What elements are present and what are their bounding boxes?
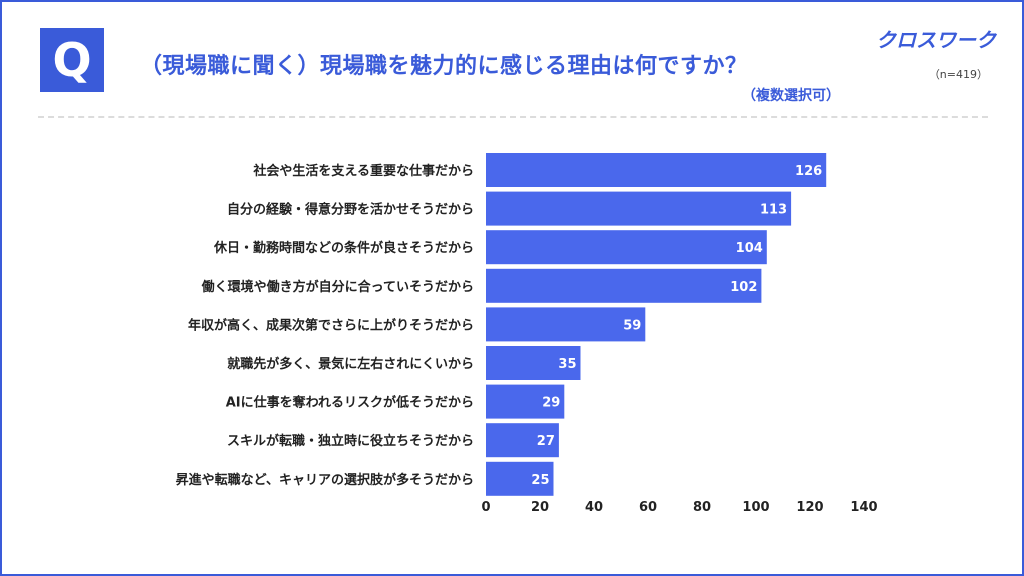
question-badge: Q	[40, 28, 104, 92]
bar	[486, 307, 646, 342]
brand-logo: クロスワーク	[876, 28, 996, 52]
bar	[486, 230, 767, 265]
chart-title: （現場職に聞く）現場職を魅力的に感じる理由は何ですか？	[140, 54, 748, 79]
bar	[486, 153, 827, 187]
category-label: 休日・勤務時間などの条件が良さそうだから	[213, 240, 474, 256]
category-label: 社会や生活を支える重要な仕事だから	[252, 163, 474, 179]
bar-value-label: 59	[623, 318, 641, 333]
chart-subtitle: （複数選択可）	[742, 88, 840, 104]
bar-value-label: 102	[730, 280, 757, 295]
sample-size: （n=419）	[928, 68, 988, 81]
category-label: 自分の経験・得意分野を活かせそうだから	[227, 202, 474, 218]
category-label: 年収が高く、成果次第でさらに上がりそうだから	[188, 317, 474, 333]
bar	[486, 461, 554, 496]
bar-value-label: 29	[542, 396, 560, 411]
bar-value-label: 104	[736, 241, 763, 256]
x-tick-label: 40	[585, 500, 603, 515]
bar	[486, 423, 559, 458]
bar	[486, 384, 565, 419]
bar-value-label: 113	[760, 203, 787, 218]
category-label: 働く環境や働き方が自分に合っていそうだから	[201, 279, 474, 295]
bar	[486, 346, 581, 380]
x-tick-label: 140	[850, 500, 877, 515]
divider-line	[38, 116, 988, 118]
x-tick-label: 0	[481, 500, 490, 515]
bar	[486, 268, 762, 303]
x-tick-label: 60	[639, 500, 657, 515]
x-tick-label: 20	[531, 500, 549, 515]
category-label: 昇進や転職など、キャリアの選択肢が多そうだから	[176, 472, 474, 488]
category-label: AIに仕事を奪われるリスクが低そうだから	[226, 395, 474, 411]
bar-value-label: 25	[531, 473, 549, 488]
bar-value-label: 27	[537, 434, 555, 449]
bar-value-label: 126	[795, 164, 822, 179]
category-label: 就職先が多く、景気に左右されにくいから	[227, 356, 474, 372]
bar-value-label: 35	[558, 357, 576, 372]
x-tick-label: 80	[693, 500, 711, 515]
bar	[486, 191, 792, 226]
category-label: スキルが転職・独立時に役立ちそうだから	[227, 433, 474, 449]
x-tick-label: 100	[742, 500, 769, 515]
x-tick-label: 120	[796, 500, 823, 515]
